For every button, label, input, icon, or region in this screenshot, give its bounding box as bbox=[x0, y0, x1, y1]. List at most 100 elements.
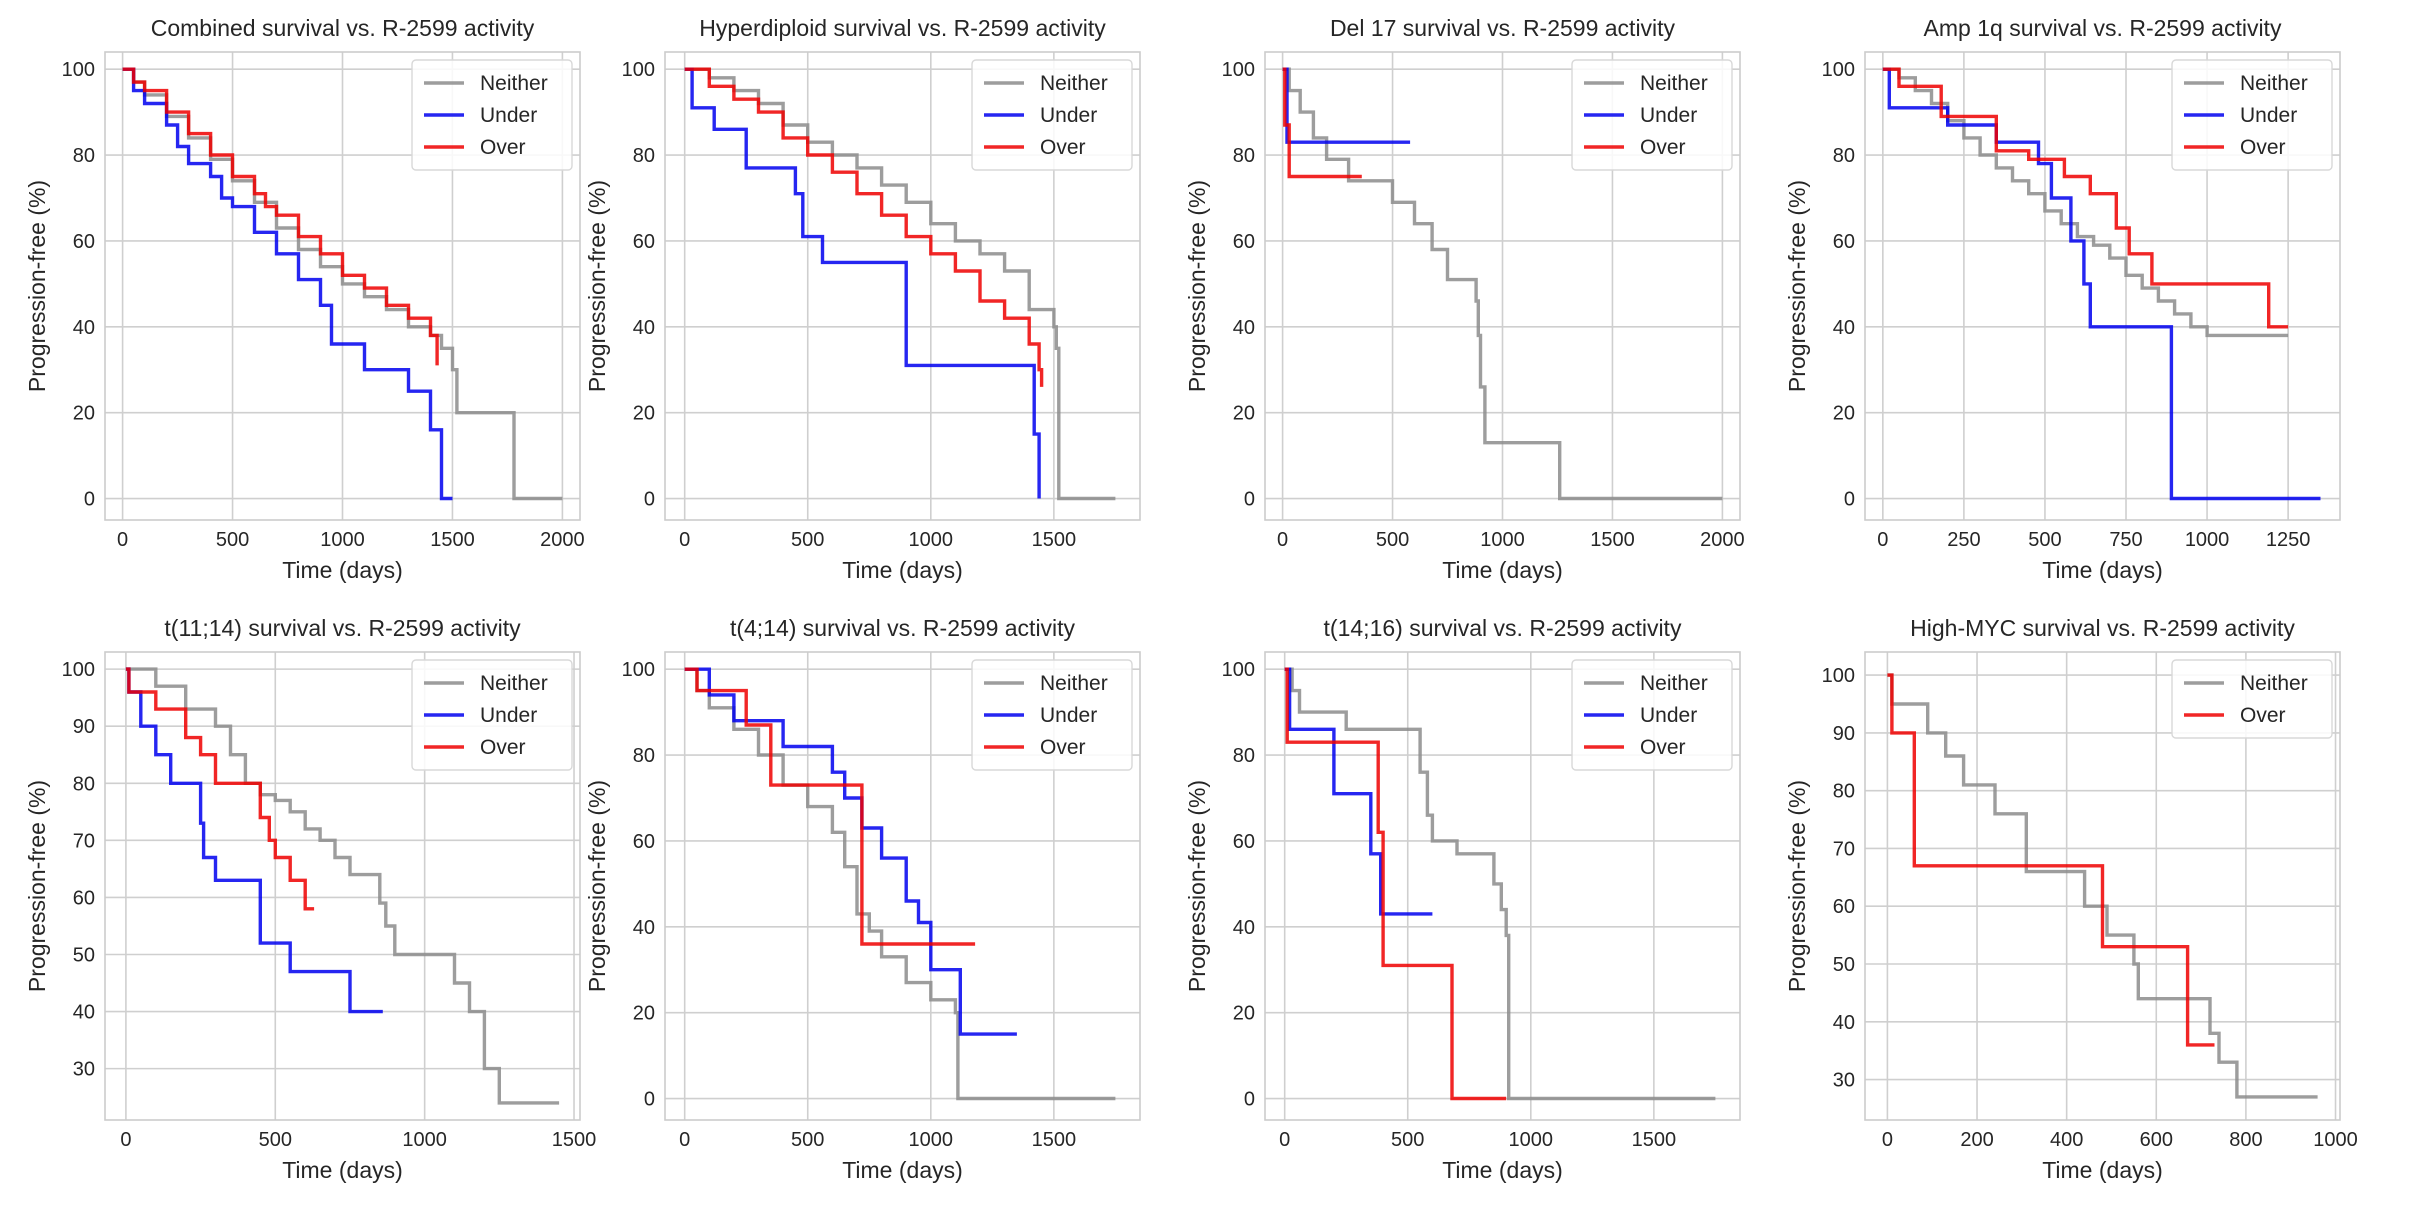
chart-title: t(14;16) survival vs. R-2599 activity bbox=[1324, 615, 1682, 641]
x-tick-label: 500 bbox=[1376, 529, 1409, 551]
x-tick-label: 800 bbox=[2229, 1129, 2262, 1151]
legend-box bbox=[411, 659, 573, 771]
chart-title: t(11;14) survival vs. R-2599 activity bbox=[164, 615, 521, 641]
series-line-over bbox=[125, 667, 315, 911]
legend: Neither Under Over bbox=[1571, 59, 1733, 171]
y-axis-label: Progression-free (%) bbox=[1784, 180, 1810, 392]
x-tick-label: 0 bbox=[1877, 529, 1888, 551]
series-line-over bbox=[684, 667, 976, 946]
y-axis-label: Progression-free (%) bbox=[584, 780, 610, 992]
x-tick-label: 0 bbox=[1277, 529, 1288, 551]
x-tick-label: 200 bbox=[1960, 1129, 1993, 1151]
y-tick-label: 20 bbox=[73, 403, 95, 425]
x-axis-label: Time (days) bbox=[1442, 557, 1563, 583]
x-tick-label: 1000 bbox=[909, 1129, 954, 1151]
y-tick-label: 60 bbox=[73, 231, 95, 253]
x-tick-label: 250 bbox=[1947, 529, 1980, 551]
y-tick-label: 20 bbox=[633, 1003, 655, 1025]
legend-label: Neither bbox=[1640, 72, 1708, 95]
y-tick-label: 80 bbox=[1833, 781, 1855, 803]
legend-label: Under bbox=[480, 104, 537, 127]
y-tick-label: 60 bbox=[1833, 231, 1855, 253]
legend-label: Over bbox=[480, 136, 526, 159]
legend-label: Over bbox=[2240, 136, 2286, 159]
y-tick-label: 20 bbox=[1233, 403, 1255, 425]
x-tick-label: 1500 bbox=[1032, 1129, 1077, 1151]
y-tick-label: 80 bbox=[633, 145, 655, 167]
x-tick-label: 1000 bbox=[402, 1129, 447, 1151]
series-line-under bbox=[125, 667, 383, 1014]
series-line-under bbox=[1284, 667, 1433, 916]
x-tick-label: 600 bbox=[2140, 1129, 2173, 1151]
x-tick-label: 0 bbox=[120, 1129, 131, 1151]
y-tick-label: 50 bbox=[1833, 954, 1855, 976]
y-tick-label: 50 bbox=[73, 944, 95, 966]
y-axis-label: Progression-free (%) bbox=[584, 180, 610, 392]
y-tick-label: 40 bbox=[633, 917, 655, 939]
y-tick-label: 60 bbox=[1233, 831, 1255, 853]
y-tick-label: 0 bbox=[84, 489, 95, 511]
x-axis-label: Time (days) bbox=[842, 557, 963, 583]
y-tick-label: 100 bbox=[1222, 59, 1255, 81]
y-tick-label: 60 bbox=[1833, 896, 1855, 918]
series-line-under bbox=[1882, 67, 2321, 501]
x-tick-label: 500 bbox=[791, 529, 824, 551]
legend-label: Over bbox=[1040, 736, 1086, 759]
x-tick-label: 500 bbox=[791, 1129, 824, 1151]
series-line-neither bbox=[1887, 673, 2318, 1099]
x-tick-label: 1250 bbox=[2266, 529, 2311, 551]
y-axis-label: Progression-free (%) bbox=[1784, 780, 1810, 992]
series-line-over bbox=[684, 67, 1044, 387]
legend-label: Under bbox=[1640, 704, 1697, 727]
legend-box bbox=[2171, 59, 2333, 171]
x-tick-label: 2000 bbox=[540, 529, 585, 551]
legend-label: Neither bbox=[2240, 72, 2308, 95]
legend-label: Under bbox=[2240, 104, 2297, 127]
y-tick-label: 80 bbox=[1233, 745, 1255, 767]
series-line-neither bbox=[1882, 67, 2289, 338]
subplot-1: 0 500 1000 1500 2000 0 20 40 60 80 100 Combined sur… bbox=[24, 15, 585, 583]
y-tick-label: 40 bbox=[1233, 917, 1255, 939]
y-axis-label: Progression-free (%) bbox=[1184, 180, 1210, 392]
x-axis-label: Time (days) bbox=[842, 1157, 963, 1183]
x-tick-label: 1000 bbox=[2313, 1129, 2358, 1151]
legend-label: Neither bbox=[1040, 72, 1108, 95]
y-tick-label: 30 bbox=[1833, 1070, 1855, 1092]
legend-label: Under bbox=[1040, 104, 1097, 127]
legend-label: Over bbox=[1640, 136, 1686, 159]
y-tick-label: 20 bbox=[1233, 1003, 1255, 1025]
legend-label: Over bbox=[480, 736, 526, 759]
y-tick-label: 40 bbox=[1833, 317, 1855, 339]
y-axis-label: Progression-free (%) bbox=[24, 780, 50, 992]
y-tick-label: 80 bbox=[633, 745, 655, 767]
x-tick-label: 1500 bbox=[1032, 529, 1077, 551]
plot-frame bbox=[664, 51, 1141, 521]
y-tick-label: 80 bbox=[73, 145, 95, 167]
y-tick-label: 20 bbox=[1833, 403, 1855, 425]
y-tick-label: 60 bbox=[73, 887, 95, 909]
subplot-4: 0 250 500 750 1000 1250 0 20 40 60 80 100 Amp 1q sur… bbox=[1784, 15, 2341, 583]
chart-title: High-MYC survival vs. R-2599 activity bbox=[1910, 615, 2295, 641]
plot-frame bbox=[1264, 51, 1741, 521]
legend-label: Neither bbox=[480, 672, 548, 695]
x-axis-label: Time (days) bbox=[2042, 557, 2163, 583]
y-tick-label: 40 bbox=[73, 1002, 95, 1024]
legend-box bbox=[971, 659, 1133, 771]
x-tick-label: 0 bbox=[1279, 1129, 1290, 1151]
x-tick-label: 1500 bbox=[1590, 529, 1635, 551]
legend: Neither Under Over bbox=[971, 659, 1133, 771]
legend-box bbox=[2171, 659, 2333, 739]
y-tick-label: 40 bbox=[1833, 1012, 1855, 1034]
series-line-neither bbox=[125, 667, 560, 1105]
plot-frame bbox=[1264, 651, 1741, 1121]
x-tick-label: 1500 bbox=[552, 1129, 597, 1151]
y-tick-label: 100 bbox=[1822, 59, 1855, 81]
x-tick-label: 1500 bbox=[1632, 1129, 1677, 1151]
series-line-neither bbox=[1282, 67, 1723, 501]
legend-label: Neither bbox=[1640, 672, 1708, 695]
legend-box bbox=[971, 59, 1133, 171]
y-tick-label: 0 bbox=[644, 489, 655, 511]
y-tick-label: 100 bbox=[1222, 659, 1255, 681]
legend-box bbox=[1571, 59, 1733, 171]
